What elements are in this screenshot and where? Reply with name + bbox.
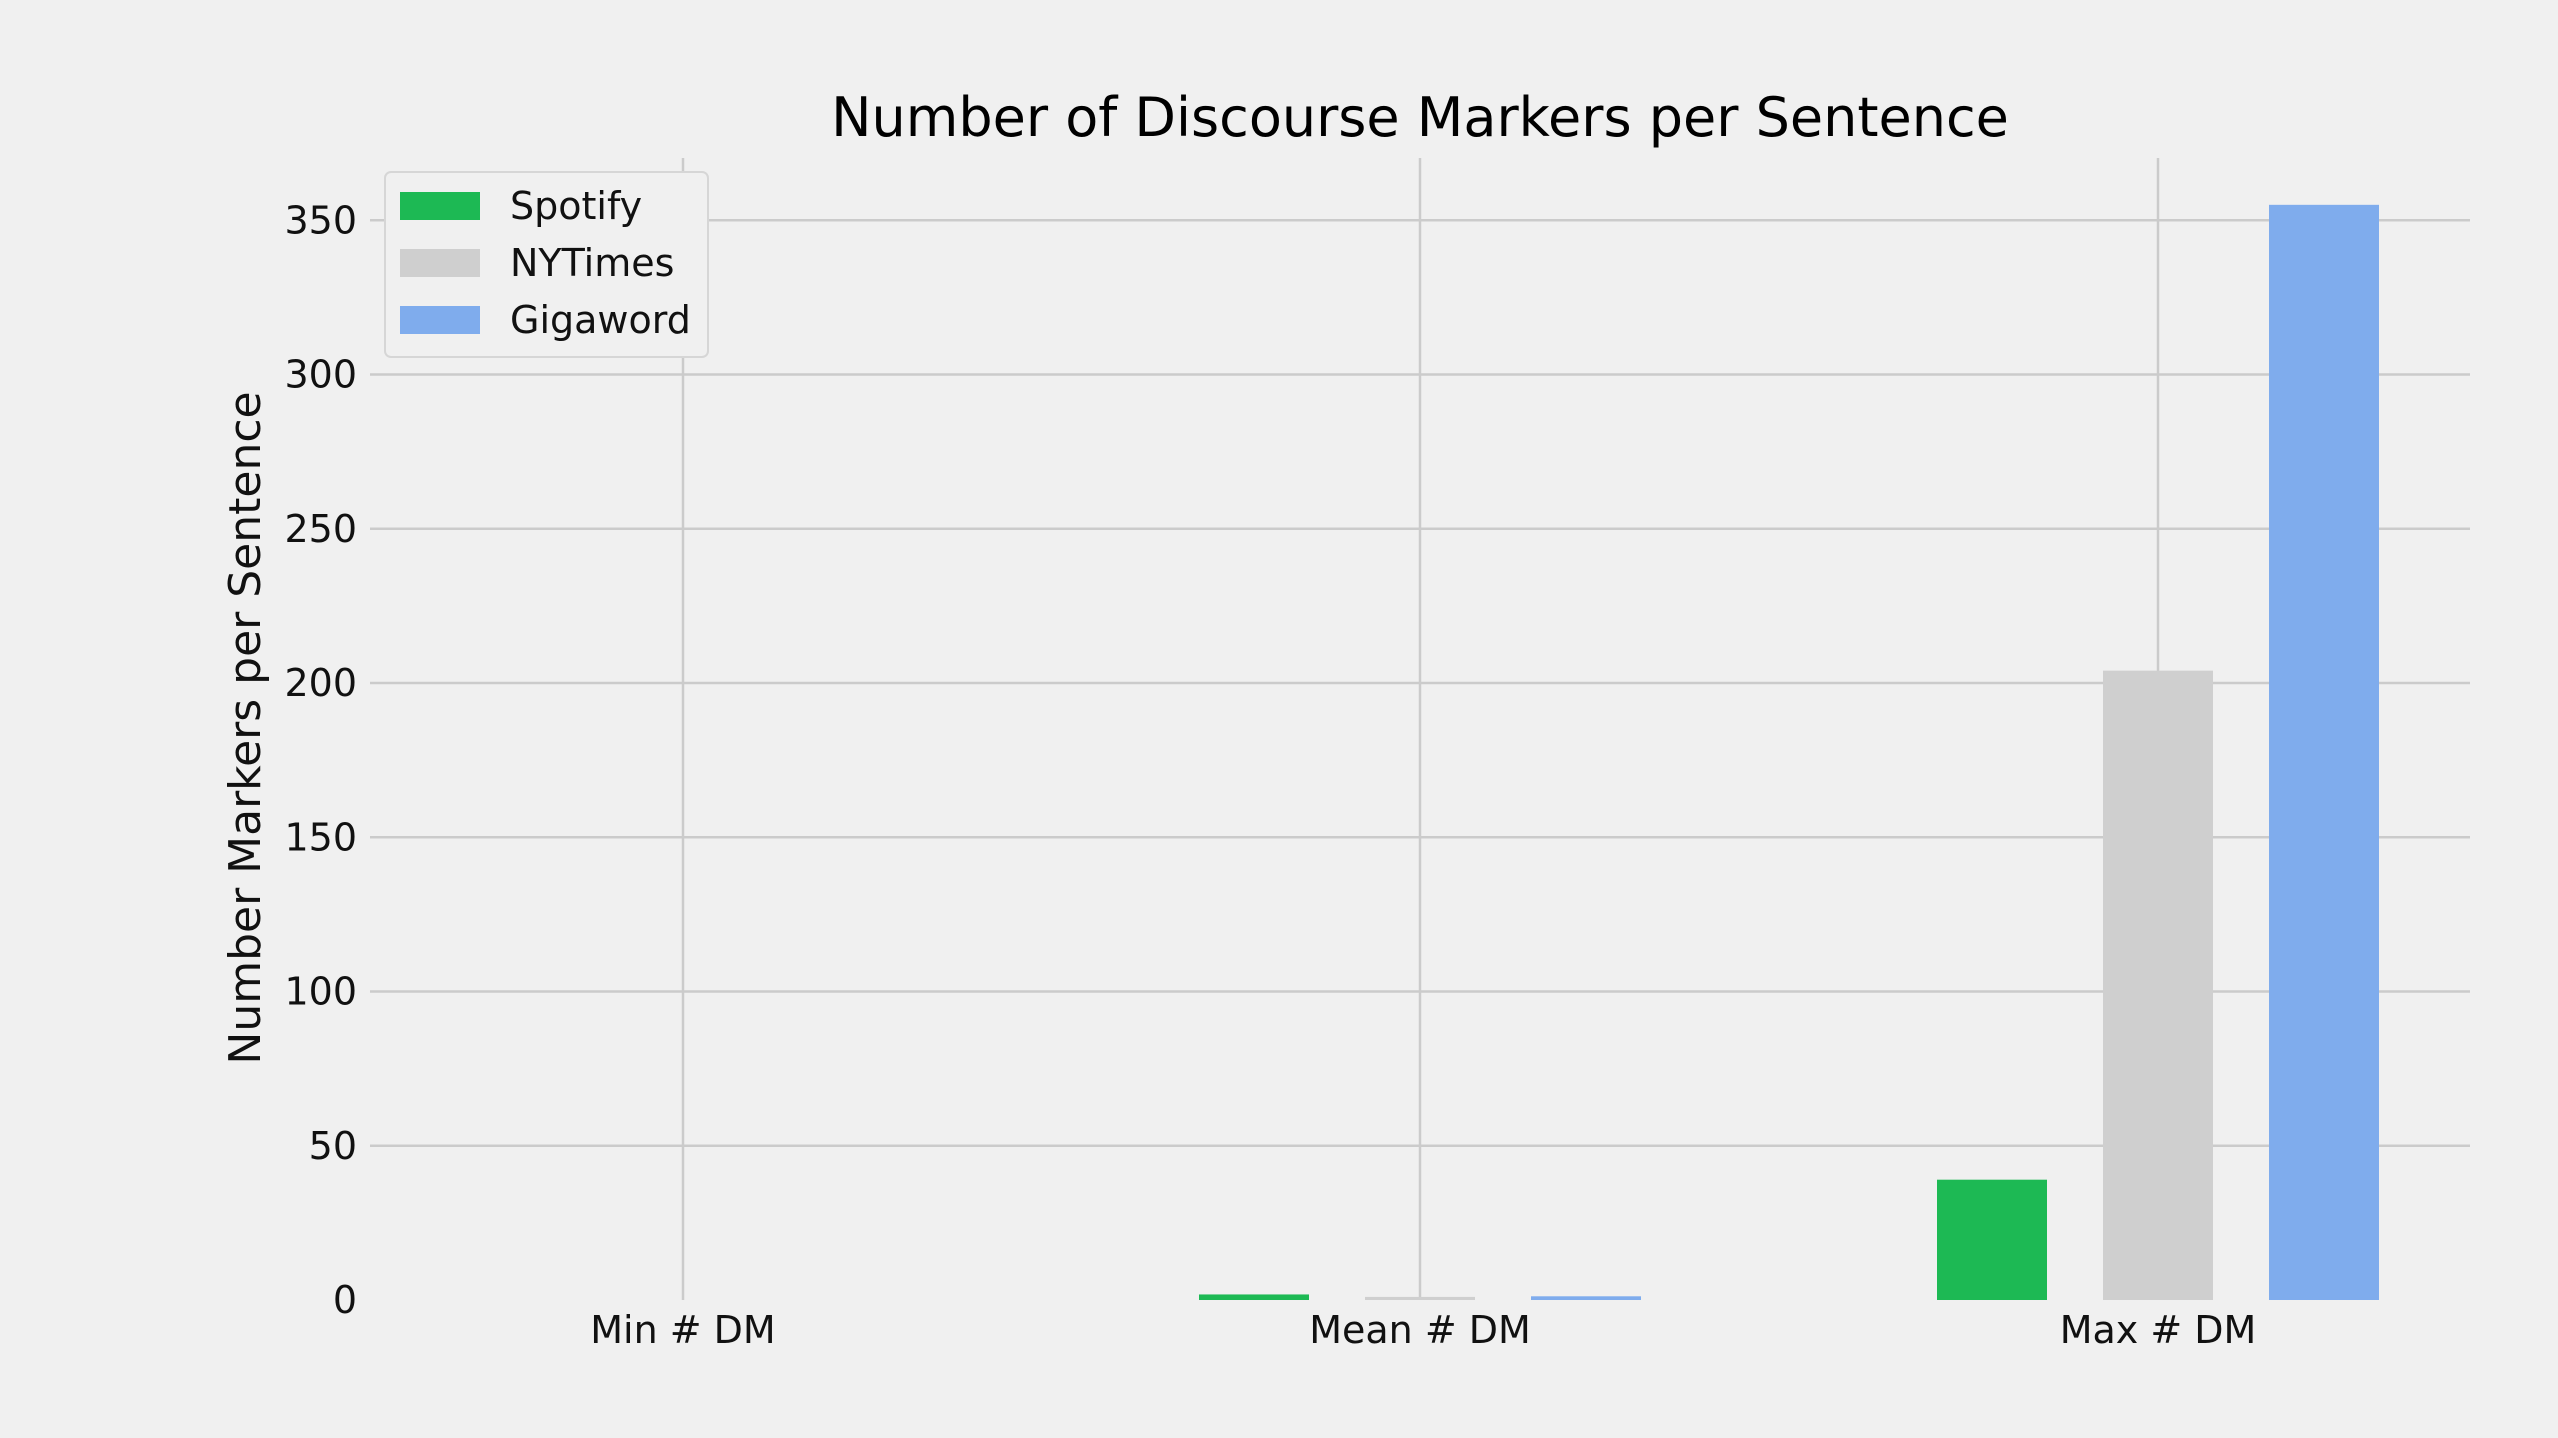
bar-nytimes (1365, 1296, 1475, 1300)
bar-spotify (1937, 1179, 2047, 1300)
y-tick-label: 150 (284, 815, 357, 859)
y-tick-labels: 0 50 100 150 200 250 300 350 (284, 198, 357, 1322)
y-axis-label: Number Markers per Sentence (220, 391, 271, 1064)
bar-gigaword (2269, 204, 2379, 1301)
legend-swatch-spotify (400, 192, 480, 220)
y-tick-label: 300 (284, 353, 357, 397)
legend: Spotify NYTimes Gigaword (384, 171, 709, 358)
bar-spotify (1199, 1294, 1309, 1300)
bar-nytimes (2103, 670, 2213, 1300)
y-tick-label: 250 (284, 507, 357, 551)
legend-label-gigaword: Gigaword (510, 298, 691, 342)
x-tick-label: Max # DM (2060, 1308, 2257, 1352)
y-tick-label: 350 (284, 198, 357, 242)
y-tick-label: 200 (284, 661, 357, 705)
chart-title: Number of Discourse Markers per Sentence (831, 86, 2009, 149)
bars (1199, 204, 2379, 1301)
x-tick-labels: Min # DM Mean # DM Max # DM (590, 1308, 2256, 1352)
x-tick-label: Min # DM (590, 1308, 775, 1352)
legend-label-nytimes: NYTimes (510, 241, 674, 285)
bar-gigaword (1531, 1296, 1641, 1300)
y-tick-label: 50 (309, 1124, 357, 1168)
x-tick-label: Mean # DM (1309, 1308, 1531, 1352)
legend-swatch-gigaword (400, 306, 480, 334)
legend-swatch-nytimes (400, 249, 480, 277)
y-tick-label: 100 (284, 970, 357, 1014)
y-tick-label: 0 (333, 1278, 357, 1322)
legend-label-spotify: Spotify (510, 184, 642, 228)
